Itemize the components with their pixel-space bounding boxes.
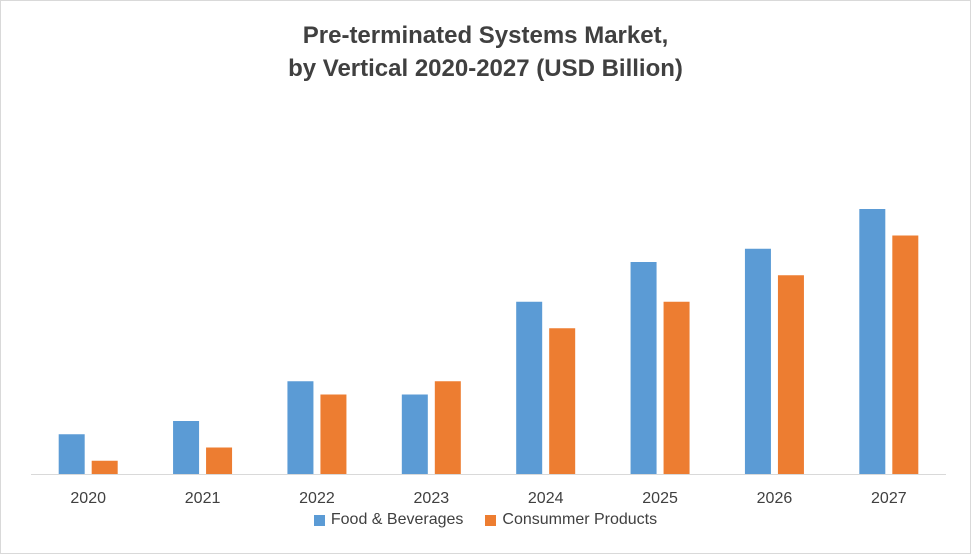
bar-food-beverages-2026 bbox=[744, 248, 771, 474]
x-tick-label-2025: 2025 bbox=[642, 490, 678, 507]
legend-swatch-food-beverages bbox=[313, 514, 325, 526]
bar-consummer-products-2022 bbox=[320, 394, 347, 474]
bar-consummer-products-2027 bbox=[892, 235, 919, 474]
bar-food-beverages-2023 bbox=[401, 394, 428, 474]
x-tick-label-2020: 2020 bbox=[70, 490, 106, 507]
legend-swatch-consumer-products bbox=[485, 514, 497, 526]
bar-consummer-products-2025 bbox=[663, 301, 690, 474]
x-tick-label-2027: 2027 bbox=[871, 490, 907, 507]
legend-label-food-beverages: Food & Beverages bbox=[330, 511, 464, 528]
chart-title: Pre-terminated Systems Market, by Vertic… bbox=[1, 19, 970, 85]
bar-consummer-products-2023 bbox=[434, 381, 461, 474]
bar-consummer-products-2021 bbox=[206, 447, 233, 474]
chart-title-line-1: Pre-terminated Systems Market, bbox=[302, 22, 669, 49]
x-tick-label-2022: 2022 bbox=[299, 490, 335, 507]
bar-food-beverages-2024 bbox=[516, 301, 543, 474]
bar-food-beverages-2022 bbox=[287, 381, 314, 474]
x-tick-label-2024: 2024 bbox=[528, 490, 564, 507]
x-tick-label-2023: 2023 bbox=[414, 490, 450, 507]
chart-title-line-2: by Vertical 2020-2027 (USD Billion) bbox=[288, 55, 683, 82]
bar-food-beverages-2027 bbox=[859, 209, 886, 474]
bar-consummer-products-2020 bbox=[91, 460, 118, 474]
legend-item-food-beverages: Food & Beverages bbox=[313, 511, 464, 529]
bar-food-beverages-2020 bbox=[58, 434, 85, 474]
legend: Food & Beverages Consummer Products bbox=[1, 511, 970, 529]
legend-label-consumer-products: Consummer Products bbox=[502, 511, 658, 528]
x-tick-label-2021: 2021 bbox=[185, 490, 221, 507]
bar-food-beverages-2025 bbox=[630, 262, 657, 474]
legend-item-consumer-products: Consummer Products bbox=[485, 511, 657, 529]
bar-consummer-products-2024 bbox=[549, 328, 576, 474]
x-tick-label-2026: 2026 bbox=[757, 490, 793, 507]
bar-food-beverages-2021 bbox=[173, 421, 200, 474]
bar-consummer-products-2026 bbox=[777, 275, 804, 474]
